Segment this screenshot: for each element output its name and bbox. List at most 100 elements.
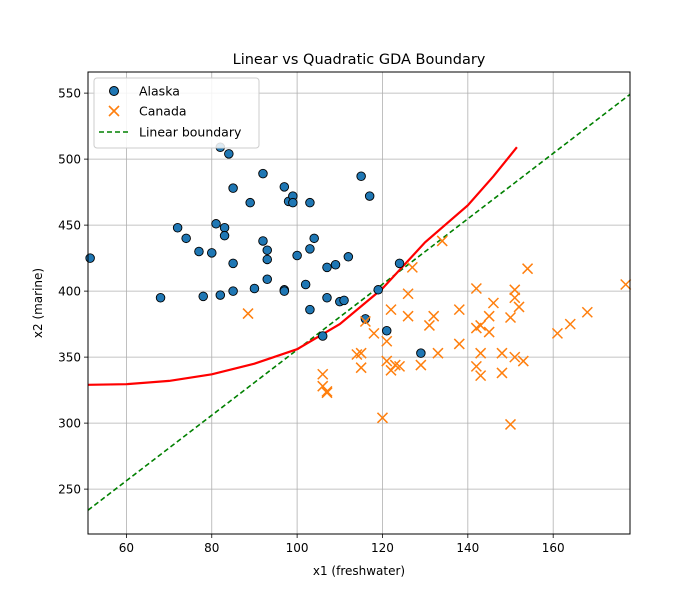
alaska-point: [224, 149, 234, 159]
canada-point: [359, 315, 371, 328]
alaska-point: [279, 182, 290, 192]
canada-point: [504, 418, 517, 430]
canada-point: [475, 347, 487, 359]
alaska-point: [394, 258, 405, 269]
alaska-point: [300, 279, 311, 290]
plot-area: [88, 72, 630, 534]
alaska-point: [305, 197, 315, 208]
canada-point: [321, 385, 333, 397]
legend-label-canada: Canada: [139, 104, 187, 119]
canada-point: [470, 360, 482, 372]
axis-ticks: 60 80 100 120 140 160 250 300 350 400 450 500 550: [58, 87, 565, 555]
canada-point: [517, 355, 529, 367]
canada-point: [406, 261, 418, 273]
legend-label-alaska: Alaska: [139, 84, 180, 99]
canada-point: [513, 301, 525, 313]
alaska-point: [258, 168, 268, 179]
canada-point: [355, 347, 367, 359]
canada-point: [522, 263, 534, 275]
alaska-point: [339, 295, 349, 306]
alaska-point: [228, 258, 238, 269]
y-tick-label: 400: [58, 285, 81, 299]
canada-point: [423, 319, 435, 331]
canada-point: [620, 278, 632, 291]
linear-boundary-line: [88, 93, 630, 511]
alaska-point: [194, 246, 204, 257]
canada-point: [581, 306, 593, 318]
canada-point: [381, 355, 393, 367]
alaska-point: [364, 191, 375, 201]
canada-point: [475, 319, 487, 331]
canada-point: [376, 412, 389, 424]
canada-point: [402, 288, 414, 300]
canada-point: [432, 347, 444, 359]
canada-point: [428, 310, 440, 322]
canada-point: [483, 310, 495, 322]
alaska-point: [262, 274, 272, 284]
alaska-point: [322, 262, 332, 273]
canada-point: [321, 387, 333, 399]
alaska-point: [381, 325, 392, 336]
legend: Alaska Canada Linear boundary: [93, 77, 260, 149]
x-axis-label: x1 (freshwater): [313, 564, 405, 578]
canada-point: [496, 367, 508, 379]
x-tick-label: 140: [456, 541, 479, 555]
canada-point: [394, 360, 406, 372]
canada-point: [436, 235, 448, 247]
alaska-point: [373, 285, 383, 295]
alaska-point: [245, 197, 255, 208]
canada-point: [509, 284, 521, 296]
alaska-point: [228, 286, 238, 296]
canada-point: [389, 359, 401, 371]
alaska-point: [211, 219, 221, 229]
alaska-point: [309, 233, 319, 244]
alaska-point: [172, 223, 183, 233]
canada-point: [453, 338, 465, 350]
x-tick-label: 80: [204, 541, 219, 555]
alaska-point: [219, 230, 230, 241]
canada-point: [470, 282, 482, 295]
canada-point: [242, 308, 254, 320]
canada-point: [509, 292, 521, 304]
alaska-point: [330, 259, 341, 270]
alaska-point: [305, 304, 315, 315]
canada-point: [475, 370, 487, 382]
alaska-point: [219, 223, 230, 233]
canada-point: [551, 327, 563, 339]
alaska-point: [356, 171, 366, 182]
alaska-point: [181, 233, 191, 244]
y-tick-label: 350: [58, 351, 81, 365]
chart-title: Linear vs Quadratic GDA Boundary: [233, 52, 486, 68]
canada-point: [504, 311, 517, 324]
x-tick-label: 100: [286, 541, 309, 555]
alaska-point: [155, 292, 166, 303]
alaska-point: [317, 331, 328, 341]
canada-point: [355, 362, 367, 374]
x-tick-label: 120: [371, 541, 394, 555]
alaska-point: [249, 283, 260, 294]
y-tick-label: 450: [58, 219, 81, 233]
canada-point: [453, 304, 465, 316]
legend-label-linear-boundary: Linear boundary: [139, 125, 242, 140]
canada-point: [509, 351, 521, 363]
alaska-point: [360, 314, 371, 324]
y-tick-label: 250: [58, 483, 81, 497]
canada-point: [385, 304, 397, 316]
alaska-point: [288, 197, 298, 208]
plot-frame: [87, 71, 631, 535]
alaska-point: [343, 252, 354, 262]
legend-box: [93, 77, 260, 149]
y-tick-label: 500: [58, 153, 81, 167]
alaska-point: [215, 290, 226, 300]
canada-point: [564, 318, 576, 330]
alaska-point: [416, 348, 426, 358]
alaska-point: [198, 291, 208, 302]
legend-marker-alaska: [109, 86, 119, 96]
y-axis-label: x2 (marine): [31, 268, 45, 338]
y-tick-label: 550: [58, 87, 81, 101]
canada-point: [317, 368, 329, 380]
alaska-point: [262, 254, 272, 265]
alaska-point: [258, 236, 268, 246]
alaska-point: [85, 253, 95, 263]
